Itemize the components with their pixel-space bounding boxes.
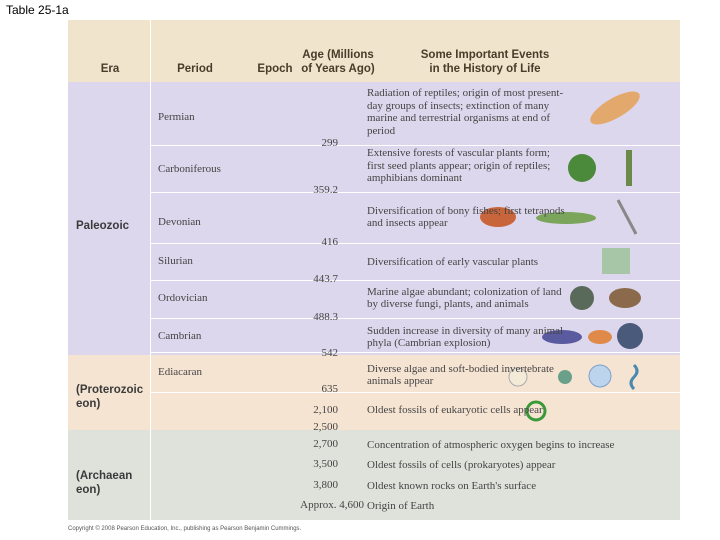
age: 416: [321, 236, 339, 248]
age: Approx. 4,600: [300, 499, 364, 511]
age: 3,500: [313, 458, 338, 470]
copyright: Copyright © 2008 Pearson Education, Inc.…: [68, 526, 302, 532]
age: 2,700: [313, 438, 338, 450]
row-divider: [151, 243, 680, 244]
icon-fossil: [558, 370, 572, 384]
age: 3,800: [313, 479, 338, 491]
column-header: Era: [100, 63, 120, 75]
header-band: [68, 20, 680, 82]
age: 359.2: [313, 184, 338, 196]
icon-animal: [588, 330, 612, 344]
period: Permian: [158, 111, 195, 123]
column-header: Some Important Events in the History of …: [420, 49, 550, 75]
icon-fungi: [570, 286, 594, 310]
icon-fish: [480, 207, 516, 227]
period: Devonian: [158, 216, 201, 228]
era-label: (Proterozoic eon): [76, 384, 144, 410]
row-divider: [151, 352, 680, 353]
row-divider: [151, 192, 680, 193]
event: Origin of Earth: [367, 499, 435, 512]
period: Carboniferous: [158, 163, 221, 175]
icon-jelly: [588, 364, 612, 388]
icon-trilobite: [617, 323, 643, 349]
event: Diversification of early vascular plants: [367, 255, 539, 268]
icon-reptile: [590, 91, 640, 125]
row-divider: [151, 318, 680, 319]
icon-plant: [602, 248, 630, 274]
period: Cambrian: [158, 330, 202, 342]
event: Diverse algae and soft-bodied invertebra…: [367, 362, 554, 388]
age: 488.3: [313, 311, 338, 323]
age: 2,500: [313, 421, 338, 433]
column-divider: [150, 20, 151, 520]
column-header: Age (Millions of Years Ago): [301, 49, 375, 75]
event: Sudden increase in diversity of many ani…: [367, 324, 564, 350]
event: Oldest fossils of eukaryotic cells appea…: [367, 403, 543, 416]
period: Ordovician: [158, 292, 208, 304]
event: Radiation of reptiles; origin of most pr…: [367, 87, 564, 137]
age: 635: [321, 383, 339, 395]
icon-plant: [626, 150, 632, 186]
icon-tetrapod: [536, 212, 596, 224]
row-divider: [151, 145, 680, 146]
event: Oldest known rocks on Earth's surface: [367, 479, 537, 492]
period: Silurian: [158, 255, 193, 267]
age: 542: [321, 347, 339, 359]
icon-animal: [542, 330, 582, 344]
age: 443.7: [313, 273, 338, 285]
row-divider: [151, 392, 680, 393]
icon-crab: [609, 288, 641, 308]
event: Extensive forests of vascular plants for…: [367, 147, 551, 184]
table-title: Table 25-1a: [6, 3, 69, 17]
icon-insect: [616, 199, 638, 235]
era-label: Paleozoic: [76, 220, 130, 232]
age: 2,100: [313, 404, 338, 416]
icon-fossil: [508, 367, 528, 387]
row-divider: [151, 280, 680, 281]
age: 299: [321, 137, 339, 149]
event: Diversification of bony fishes; first te…: [367, 204, 565, 230]
event: Oldest fossils of cells (prokaryotes) ap…: [367, 458, 556, 471]
column-header: Period: [177, 63, 213, 75]
era-label: (Archaean eon): [76, 470, 133, 496]
icon-cell: [525, 400, 547, 422]
icon-worm: [629, 363, 639, 391]
column-header: Epoch: [257, 63, 293, 75]
archaean-band: [68, 430, 680, 520]
icon-plant: [568, 154, 596, 182]
period: Ediacaran: [158, 366, 202, 378]
event: Marine algae abundant; colonization of l…: [367, 285, 562, 311]
event: Concentration of atmospheric oxygen begi…: [367, 438, 615, 451]
